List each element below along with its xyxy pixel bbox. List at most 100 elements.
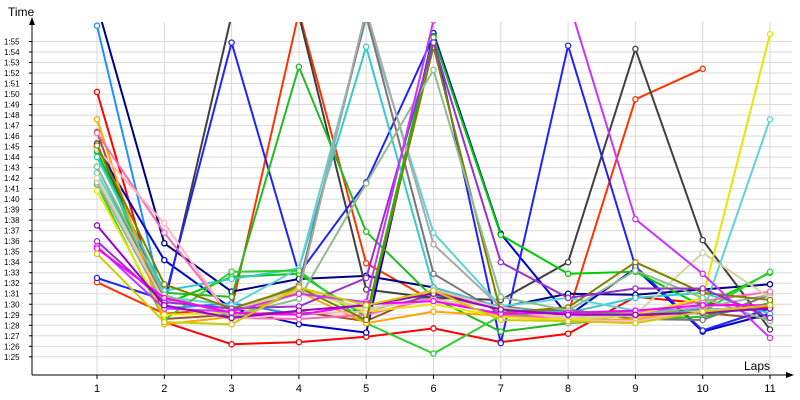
- y-axis-arrow-icon: [29, 17, 35, 25]
- data-point: [564, 258, 572, 266]
- data-point: [362, 180, 370, 187]
- data-point: [699, 294, 706, 302]
- x-tick-label: 4: [296, 383, 302, 395]
- data-point: [564, 294, 572, 302]
- data-point: [295, 284, 303, 291]
- data-point: [766, 326, 774, 333]
- data-point: [766, 334, 774, 342]
- y-tick-label: 1:45: [4, 143, 20, 152]
- x-tick-label: 3: [229, 383, 235, 395]
- data-point: [632, 96, 639, 103]
- data-point: [93, 153, 101, 161]
- y-tick-label: 1:49: [4, 101, 20, 110]
- data-point: [564, 311, 572, 319]
- data-point: [766, 314, 774, 322]
- data-point: [632, 258, 639, 266]
- data-point: [93, 22, 101, 29]
- data-point: [161, 229, 168, 237]
- y-tick-label: 1:37: [4, 227, 20, 236]
- data-point: [362, 302, 370, 309]
- y-tick-label: 1:36: [4, 237, 20, 246]
- y-tick-label: 1:55: [4, 38, 20, 47]
- data-point: [564, 317, 572, 325]
- y-tick-label: 1:38: [4, 216, 20, 225]
- data-point: [766, 268, 774, 275]
- x-axis-arrow-icon: [786, 372, 794, 378]
- y-tick-label: 1:31: [4, 290, 20, 299]
- data-point: [632, 319, 639, 327]
- data-point: [295, 63, 303, 70]
- y-tick-label: 1:43: [4, 164, 20, 173]
- data-point: [430, 66, 437, 74]
- series-group: [93, 22, 774, 357]
- data-point: [766, 281, 774, 288]
- data-point: [295, 307, 303, 314]
- data-point: [430, 350, 437, 357]
- data-point: [497, 258, 505, 266]
- data-point: [497, 231, 505, 239]
- data-point: [295, 295, 303, 303]
- data-point: [228, 309, 235, 316]
- data-point: [161, 256, 168, 264]
- y-axis-title: Time: [8, 5, 35, 19]
- data-point: [497, 316, 505, 324]
- data-point: [430, 297, 437, 305]
- data-point: [161, 302, 168, 309]
- data-point: [564, 270, 572, 278]
- data-point: [93, 88, 101, 96]
- data-point: [228, 275, 235, 283]
- data-point: [295, 267, 303, 274]
- data-point: [362, 43, 370, 51]
- data-point: [161, 311, 168, 319]
- data-point: [766, 296, 774, 304]
- data-point: [362, 316, 370, 324]
- data-point: [430, 39, 437, 46]
- data-point: [430, 308, 437, 315]
- x-tick-label: 5: [363, 383, 369, 395]
- data-point: [93, 245, 101, 252]
- y-tick-label: 1:40: [4, 195, 20, 204]
- series-24: [93, 245, 774, 319]
- data-point: [93, 116, 101, 123]
- data-point: [497, 306, 505, 313]
- data-point: [430, 287, 437, 294]
- data-point: [430, 34, 437, 41]
- y-tick-label: 1:53: [4, 59, 20, 68]
- x-tick-label: 9: [632, 383, 638, 395]
- y-tick-label: 1:29: [4, 311, 20, 320]
- x-tick-label: 6: [430, 383, 436, 395]
- data-point: [497, 293, 505, 301]
- y-tick-label: 1:48: [4, 111, 20, 120]
- data-point: [228, 320, 235, 328]
- y-tick-label: 1:39: [4, 206, 20, 215]
- data-point: [228, 268, 235, 275]
- data-point: [699, 270, 706, 278]
- data-point: [362, 274, 370, 282]
- data-point: [564, 330, 572, 337]
- data-point: [430, 270, 437, 278]
- y-tick-label: 1:52: [4, 69, 20, 78]
- x-tick-label: 1: [94, 383, 100, 395]
- data-point: [93, 163, 101, 170]
- data-point: [93, 237, 101, 245]
- data-point: [699, 249, 706, 257]
- data-point: [699, 65, 706, 73]
- data-point: [699, 327, 706, 334]
- data-point: [161, 281, 168, 288]
- data-point: [766, 30, 774, 38]
- x-tick-label: 7: [498, 383, 504, 395]
- x-tick-label: 2: [161, 383, 167, 395]
- data-point: [632, 215, 639, 223]
- data-point: [228, 314, 235, 322]
- data-point: [430, 325, 437, 332]
- data-point: [93, 142, 101, 149]
- data-point: [632, 267, 639, 274]
- y-tick-label: 1:54: [4, 48, 20, 57]
- data-point: [295, 290, 303, 297]
- data-point: [362, 228, 370, 235]
- data-point: [228, 293, 235, 301]
- y-tick-label: 1:27: [4, 332, 20, 341]
- data-point: [632, 294, 639, 302]
- y-tick-label: 1:41: [4, 185, 20, 194]
